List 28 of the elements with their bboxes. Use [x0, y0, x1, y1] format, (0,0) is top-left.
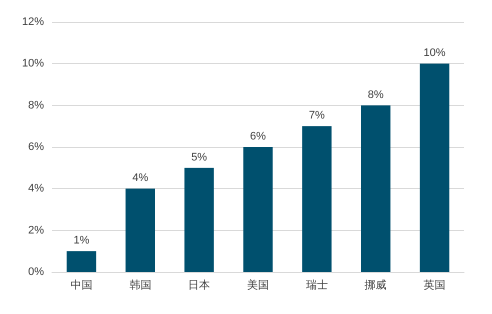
x-tick-label: 中国	[70, 278, 92, 292]
data-label: 8%	[368, 88, 384, 101]
y-tick-label: 6%	[28, 141, 44, 153]
x-tick-label: 挪威	[364, 278, 387, 292]
y-tick-label: 8%	[28, 99, 44, 112]
bar	[420, 64, 450, 272]
y-tick-label: 0%	[28, 266, 44, 278]
x-tick-label: 美国	[247, 278, 269, 292]
y-tick-label: 4%	[28, 182, 44, 195]
x-tick-label: 韩国	[129, 278, 152, 292]
x-tick-label: 瑞士	[306, 278, 328, 292]
y-tick-label: 2%	[28, 224, 44, 236]
data-label: 6%	[250, 130, 266, 142]
x-tick-label: 日本	[188, 278, 210, 292]
data-label: 5%	[191, 151, 208, 164]
bar	[184, 168, 214, 272]
y-tick-label: 12%	[22, 16, 44, 28]
y-tick-label: 10%	[22, 58, 44, 70]
bar	[126, 188, 155, 272]
bar	[302, 126, 332, 272]
bar	[243, 147, 273, 272]
x-tick-label: 英国	[424, 278, 446, 292]
data-label: 4%	[132, 172, 148, 184]
data-label: 10%	[424, 47, 446, 60]
data-label: 7%	[308, 110, 326, 122]
data-label: 1%	[73, 234, 90, 247]
bar	[66, 251, 96, 272]
bar	[361, 105, 390, 272]
